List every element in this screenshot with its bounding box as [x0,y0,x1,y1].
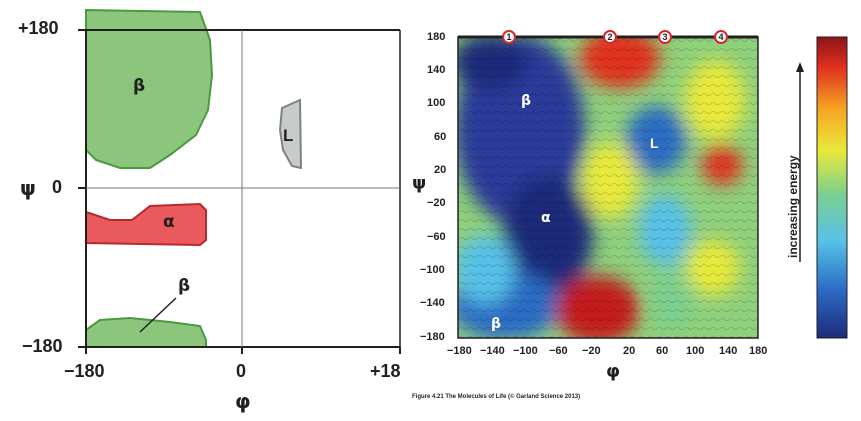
map-beta-bottom-label: β [491,316,502,332]
left-y-tick-top: +180 [18,18,59,38]
map-y-tick: −140 [420,297,445,309]
map-x-tick: −20 [582,345,601,357]
map-y-tick: 180 [427,31,446,43]
map-beta-label: β [521,93,532,109]
energy-colorbar [816,36,848,339]
contour-lines [458,37,758,338]
map-x-tick: −180 [447,345,472,357]
marker-2: 2 [603,30,617,44]
map-x-tick: 140 [719,345,738,357]
marker-4: 4 [714,30,728,44]
map-y-tick: 140 [427,64,446,76]
left-x-axis-label: φ [235,389,251,413]
map-y-tick: −100 [420,264,445,276]
colorbar-label: increasing energy [786,155,800,258]
beta-region-bottom-label: β [178,276,191,296]
map-y-tick: −60 [427,231,446,243]
left-x-tick-right: +180 [370,361,400,381]
alpha-region [85,202,207,247]
l-region-label: L [283,126,294,145]
map-x-tick: 20 [623,345,636,357]
map-y-tick: 100 [427,97,446,109]
l-region [278,98,303,170]
left-y-tick-zero: 0 [52,177,63,197]
map-y-tick: −20 [427,197,446,209]
map-alpha-label: α [541,210,551,226]
map-y-tick: 20 [434,164,447,176]
alpha-region-label: α [163,212,175,232]
map-x-tick: 100 [686,345,705,357]
map-x-tick: −60 [549,345,568,357]
figure-caption: Figure 4.21 The Molecules of Life (© Gar… [412,394,581,400]
energy-arrow-head [796,62,804,72]
beta-region-top-label: β [133,76,146,96]
beta-region-top [85,8,214,169]
map-y-axis-label: ψ [412,173,427,194]
map-x-tick: −140 [480,345,505,357]
marker-1: 1 [502,30,516,44]
map-x-tick: 60 [656,345,669,357]
marker-3: 3 [658,30,672,44]
left-y-axis-label: ψ [20,176,36,200]
map-x-tick: 180 [749,345,768,357]
map-x-tick: −100 [513,345,538,357]
left-x-tick-zero: 0 [236,361,247,381]
map-l-label: L [650,135,659,151]
beta-pointer-line [139,297,177,333]
map-y-tick: 60 [434,131,447,143]
map-x-axis-label: φ [606,361,621,382]
left-x-tick-left: −180 [64,361,105,381]
map-y-tick: −180 [420,331,445,343]
left-y-tick-bottom: −180 [22,336,63,356]
